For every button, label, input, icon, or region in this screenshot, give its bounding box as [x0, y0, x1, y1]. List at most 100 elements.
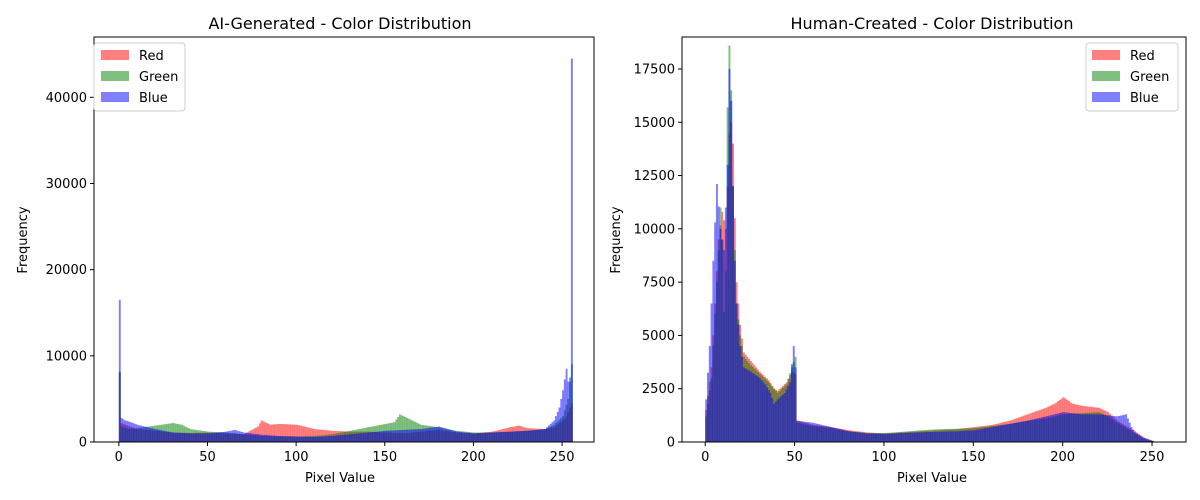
histogram-bar — [783, 392, 786, 442]
histogram-bar — [1146, 439, 1149, 442]
legend-label-blue: Blue — [139, 91, 168, 106]
histogram-bar — [492, 432, 495, 442]
histogram-bar — [714, 222, 717, 442]
histogram-bar — [157, 429, 160, 442]
histogram-bar — [398, 430, 401, 442]
histogram-bar — [715, 184, 718, 442]
x-axis-label: Pixel Value — [305, 471, 375, 486]
histogram-bar — [239, 431, 242, 442]
histogram-bar — [292, 424, 295, 442]
histogram-bar — [205, 433, 208, 442]
histogram-bar — [237, 430, 240, 442]
histogram-bar — [308, 427, 311, 442]
histogram-bar — [883, 433, 886, 442]
histogram-bar — [1032, 419, 1035, 442]
x-tick-label: 50 — [199, 450, 216, 465]
histogram-bar — [887, 433, 890, 442]
histogram-bar — [1051, 414, 1054, 442]
histogram-bar — [758, 378, 761, 442]
histogram-bar — [967, 430, 970, 442]
histogram-bar — [735, 303, 738, 442]
histogram-bar — [172, 432, 174, 442]
histogram-bar — [917, 432, 920, 442]
histogram-bar — [891, 433, 894, 442]
histogram-bar — [994, 426, 997, 442]
histogram-bar — [853, 431, 856, 442]
histogram-bar — [148, 427, 151, 442]
legend-label-blue: Blue — [1130, 91, 1159, 106]
histogram-bar — [1055, 413, 1058, 442]
histogram-bar — [862, 433, 865, 442]
histogram-bar — [1112, 415, 1115, 442]
histogram-bar — [265, 435, 268, 442]
histogram-bar — [398, 414, 401, 442]
histogram-bar — [1009, 423, 1011, 442]
histogram-bar — [267, 435, 270, 442]
histogram-bar — [473, 433, 476, 442]
histogram-bar — [359, 433, 362, 442]
x-tick-label: 250 — [550, 450, 575, 465]
histogram-bar — [799, 421, 802, 442]
histogram-bar — [487, 432, 490, 442]
histogram-bar — [223, 431, 226, 442]
histogram-bar — [414, 429, 417, 442]
histogram-bar — [944, 431, 947, 442]
histogram-bar — [992, 426, 995, 442]
y-tick-label: 2500 — [642, 382, 675, 397]
histogram-bar — [262, 421, 265, 442]
histogram-bar — [179, 432, 182, 442]
histogram-bar — [708, 346, 711, 442]
histogram-bar — [959, 431, 961, 442]
histogram-bar — [1000, 425, 1003, 442]
histogram-bar — [978, 429, 981, 442]
histogram-bar — [719, 228, 722, 442]
histogram-bar — [1021, 421, 1024, 442]
histogram-bar — [349, 434, 352, 442]
histogram-bar — [250, 433, 252, 442]
histogram-bar — [1085, 414, 1088, 442]
histogram-bar — [864, 433, 867, 442]
histogram-bar — [212, 432, 215, 442]
histogram-bar — [482, 432, 485, 442]
histogram-bar — [367, 432, 369, 442]
histogram-bar — [551, 422, 554, 442]
histogram-bar — [462, 432, 465, 442]
histogram-bar — [517, 431, 520, 442]
histogram-bar — [494, 432, 497, 442]
histogram-bar — [1039, 417, 1042, 442]
histogram-bar — [289, 424, 291, 442]
y-axis-label: Frequency — [609, 206, 624, 273]
legend-swatch-green — [101, 71, 129, 81]
histogram-bar — [225, 431, 228, 442]
histogram-bar — [848, 431, 851, 442]
histogram-bar — [1132, 429, 1135, 442]
histogram-bar — [308, 436, 311, 442]
histogram-bar — [370, 432, 373, 442]
histogram-bar — [336, 435, 339, 442]
histogram-bar — [971, 430, 974, 442]
histogram-bar — [749, 371, 752, 442]
histogram-bar — [880, 433, 883, 442]
histogram-bar — [423, 428, 426, 442]
histogram-bar — [1100, 414, 1103, 442]
histogram-bar — [1060, 412, 1063, 442]
histogram-bar — [801, 421, 804, 442]
legend-swatch-red — [1092, 50, 1120, 60]
histogram-bar — [914, 432, 917, 442]
y-tick-label: 12500 — [634, 169, 675, 184]
histogram-bar — [306, 436, 309, 442]
histogram-bar — [251, 433, 254, 442]
histogram-bar — [1012, 423, 1015, 442]
histogram-bar — [521, 431, 524, 442]
plot-frame — [93, 36, 595, 443]
histogram-bar — [384, 430, 387, 442]
histogram-bar — [304, 436, 307, 442]
y-tick-label: 15000 — [634, 116, 675, 131]
histogram-bar — [1062, 412, 1065, 442]
histogram-bar — [466, 432, 469, 442]
histogram-bar — [448, 429, 451, 442]
histogram-bar — [253, 433, 256, 442]
histogram-bar — [310, 436, 313, 442]
histogram-bar — [459, 432, 462, 442]
histogram-bar — [903, 432, 906, 442]
